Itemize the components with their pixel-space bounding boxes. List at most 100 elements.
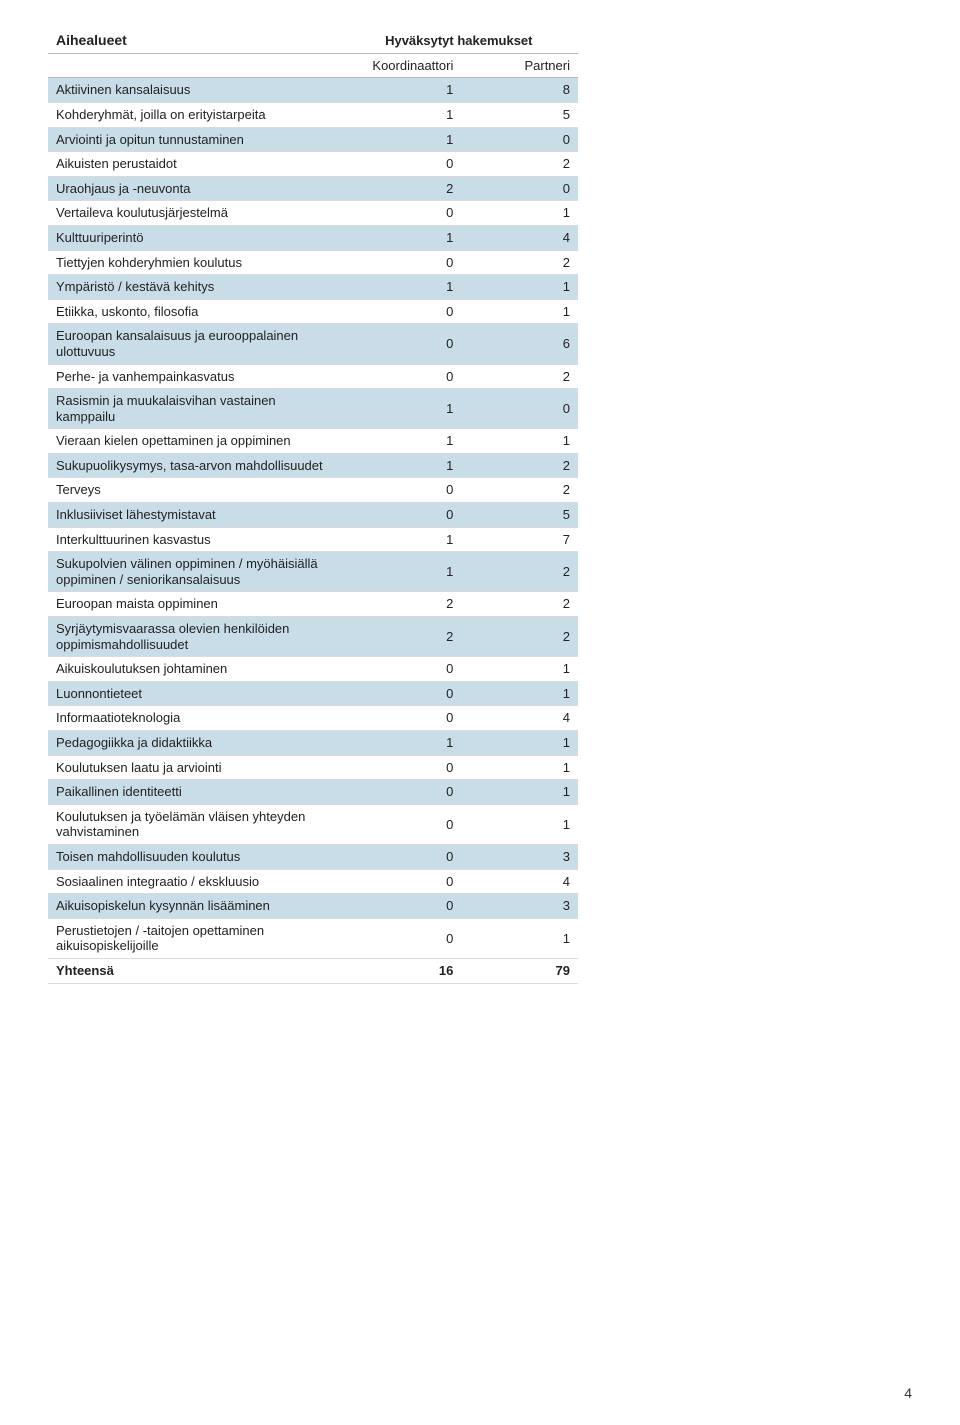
row-label: Interkulttuurinen kasvastus: [48, 527, 340, 552]
table-row: Vertaileva koulutusjärjestelmä01: [48, 201, 578, 226]
row-label: Arviointi ja opitun tunnustaminen: [48, 127, 340, 152]
table-row: Euroopan maista oppiminen22: [48, 592, 578, 617]
row-coordinator: 1: [340, 389, 462, 429]
row-coordinator: 1: [340, 429, 462, 454]
table-row: Perustietojen / -taitojen opettaminen ai…: [48, 918, 578, 958]
row-label: Toisen mahdollisuuden koulutus: [48, 844, 340, 869]
row-partner: 4: [461, 869, 578, 894]
table-row: Luonnontieteet01: [48, 681, 578, 706]
row-partner: 2: [461, 552, 578, 592]
row-label: Ympäristö / kestävä kehitys: [48, 275, 340, 300]
row-partner: 2: [461, 250, 578, 275]
table-header-sub: Koordinaattori Partneri: [48, 53, 578, 78]
table-row: Aktiivinen kansalaisuus18: [48, 78, 578, 103]
row-partner: 7: [461, 527, 578, 552]
row-coordinator: 0: [340, 201, 462, 226]
row-label: Aikuiskoulutuksen johtaminen: [48, 657, 340, 682]
row-coordinator: 0: [340, 299, 462, 324]
table-row: Uraohjaus ja -neuvonta20: [48, 176, 578, 201]
table-row: Koulutuksen laatu ja arviointi01: [48, 755, 578, 780]
table-row: Pedagogiikka ja didaktiikka11: [48, 731, 578, 756]
row-coordinator: 0: [340, 364, 462, 389]
row-coordinator: 1: [340, 102, 462, 127]
row-label: Vieraan kielen opettaminen ja oppiminen: [48, 429, 340, 454]
row-coordinator: 1: [340, 225, 462, 250]
row-partner: 1: [461, 681, 578, 706]
row-partner: 0: [461, 176, 578, 201]
table-row: Vieraan kielen opettaminen ja oppiminen1…: [48, 429, 578, 454]
table-row: Aikuisopiskelun kysynnän lisääminen03: [48, 894, 578, 919]
row-label: Sukupuolikysymys, tasa-arvon mahdollisuu…: [48, 453, 340, 478]
table-row: Aikuiskoulutuksen johtaminen01: [48, 657, 578, 682]
row-partner: 4: [461, 225, 578, 250]
row-coordinator: 0: [340, 918, 462, 958]
table-row: Paikallinen identiteetti01: [48, 780, 578, 805]
table-row: Sosiaalinen integraatio / ekskluusio04: [48, 869, 578, 894]
table-row: Informaatioteknologia04: [48, 706, 578, 731]
page-number: 4: [904, 1385, 912, 1401]
row-coordinator: 0: [340, 706, 462, 731]
row-label: Euroopan maista oppiminen: [48, 592, 340, 617]
table-row: Terveys02: [48, 478, 578, 503]
row-coordinator: 0: [340, 657, 462, 682]
row-partner: 1: [461, 804, 578, 844]
total-partner: 79: [461, 958, 578, 983]
row-coordinator: 0: [340, 844, 462, 869]
table-col-coordinator: Koordinaattori: [340, 53, 462, 78]
row-label: Sukupolvien välinen oppiminen / myöhäisi…: [48, 552, 340, 592]
row-label: Tiettyjen kohderyhmien koulutus: [48, 250, 340, 275]
row-label: Uraohjaus ja -neuvonta: [48, 176, 340, 201]
table-row: Interkulttuurinen kasvastus17: [48, 527, 578, 552]
table-row: Kohderyhmät, joilla on erityistarpeita15: [48, 102, 578, 127]
table-row: Aikuisten perustaidot02: [48, 152, 578, 177]
table-row: Koulutuksen ja työelämän vläisen yhteyde…: [48, 804, 578, 844]
total-label: Yhteensä: [48, 958, 340, 983]
row-partner: 0: [461, 389, 578, 429]
row-label: Aktiivinen kansalaisuus: [48, 78, 340, 103]
row-partner: 1: [461, 275, 578, 300]
row-partner: 1: [461, 429, 578, 454]
row-partner: 3: [461, 844, 578, 869]
row-label: Kulttuuriperintö: [48, 225, 340, 250]
row-partner: 2: [461, 617, 578, 657]
page: Aihealueet Hyväksytyt hakemukset Koordin…: [0, 0, 960, 1425]
table-supertitle: Hyväksytyt hakemukset: [340, 28, 578, 53]
row-coordinator: 0: [340, 755, 462, 780]
row-partner: 1: [461, 731, 578, 756]
row-coordinator: 0: [340, 152, 462, 177]
row-partner: 2: [461, 152, 578, 177]
table-header-top: Aihealueet Hyväksytyt hakemukset: [48, 28, 578, 53]
row-partner: 1: [461, 918, 578, 958]
row-coordinator: 0: [340, 780, 462, 805]
row-label: Koulutuksen ja työelämän vläisen yhteyde…: [48, 804, 340, 844]
table-row: Arviointi ja opitun tunnustaminen10: [48, 127, 578, 152]
row-coordinator: 1: [340, 552, 462, 592]
row-partner: 8: [461, 78, 578, 103]
row-coordinator: 1: [340, 275, 462, 300]
row-label: Paikallinen identiteetti: [48, 780, 340, 805]
row-coordinator: 2: [340, 592, 462, 617]
topic-table: Aihealueet Hyväksytyt hakemukset Koordin…: [48, 28, 578, 984]
row-partner: 2: [461, 453, 578, 478]
row-coordinator: 0: [340, 324, 462, 364]
row-coordinator: 0: [340, 250, 462, 275]
row-coordinator: 0: [340, 681, 462, 706]
row-label: Perhe- ja vanhempainkasvatus: [48, 364, 340, 389]
row-coordinator: 1: [340, 731, 462, 756]
row-partner: 5: [461, 503, 578, 528]
table-row: Rasismin ja muukalaisvihan vastainen kam…: [48, 389, 578, 429]
row-coordinator: 1: [340, 78, 462, 103]
row-partner: 1: [461, 755, 578, 780]
row-label: Terveys: [48, 478, 340, 503]
table-total-row: Yhteensä 16 79: [48, 958, 578, 983]
row-label: Informaatioteknologia: [48, 706, 340, 731]
row-partner: 5: [461, 102, 578, 127]
row-label: Koulutuksen laatu ja arviointi: [48, 755, 340, 780]
row-coordinator: 1: [340, 527, 462, 552]
table-row: Ympäristö / kestävä kehitys11: [48, 275, 578, 300]
row-coordinator: 0: [340, 503, 462, 528]
table-col-partner: Partneri: [461, 53, 578, 78]
row-coordinator: 2: [340, 176, 462, 201]
row-partner: 4: [461, 706, 578, 731]
row-coordinator: 1: [340, 453, 462, 478]
